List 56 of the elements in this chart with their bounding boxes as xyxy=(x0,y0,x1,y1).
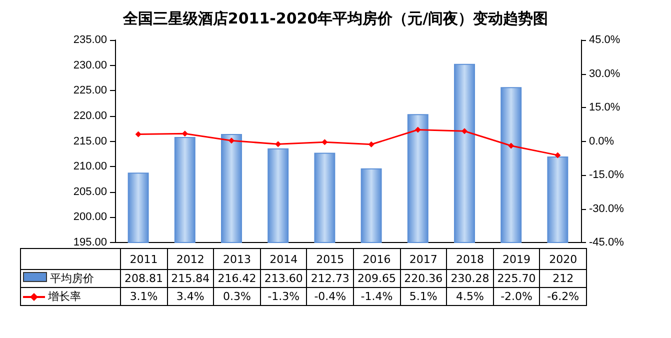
y2-tick-label: -15.0% xyxy=(589,169,624,181)
data-label: 3.1% xyxy=(120,288,168,306)
x-tick-label: 2016 xyxy=(353,248,400,270)
y-tick-label: 205.00 xyxy=(73,186,107,198)
y-tick-label: 235.00 xyxy=(73,34,107,46)
data-label: 225.70 xyxy=(493,270,540,288)
x-tick-label: 2015 xyxy=(306,248,354,270)
legend-label: 增长率 xyxy=(20,288,120,306)
x-tick-label: 2017 xyxy=(400,248,447,270)
data-label: 209.65 xyxy=(353,270,400,288)
data-label: -0.4% xyxy=(306,288,354,306)
point xyxy=(275,141,282,148)
data-label: -2.0% xyxy=(493,288,540,306)
y-tick-label: 200.00 xyxy=(73,211,107,224)
data-label: 4.5% xyxy=(446,288,494,306)
x-tick-label: 2018 xyxy=(446,248,494,270)
y-tick-label: 195.00 xyxy=(73,236,107,248)
point xyxy=(554,152,561,158)
data-label: 0.3% xyxy=(214,288,260,306)
chart-title: 全国三星级酒店2011-2020年平均房价（元/间夜）变动趋势图 xyxy=(122,10,548,28)
data-label: 230.28 xyxy=(446,270,494,288)
data-label: 220.36 xyxy=(400,270,447,288)
y-tick-label: 215.00 xyxy=(73,135,107,148)
data-label: 216.42 xyxy=(214,270,260,288)
x-tick-label: 2012 xyxy=(167,248,214,270)
data-label: -6.2% xyxy=(540,288,586,306)
x-tick-label: 2013 xyxy=(214,248,260,270)
point xyxy=(508,142,514,149)
point xyxy=(135,131,142,138)
y2-tick-label: 30.0% xyxy=(589,68,620,80)
y-tick-label: 230.00 xyxy=(73,59,107,72)
y2-tick-label: 0.0% xyxy=(589,135,614,148)
x-tick-label: 2011 xyxy=(120,248,168,270)
x-tick-label: 2020 xyxy=(540,248,586,270)
data-label: 212 xyxy=(540,270,586,288)
data-label: 213.60 xyxy=(260,270,307,288)
data-label: -1.4% xyxy=(353,288,400,306)
y2-tick-label: 15.0% xyxy=(589,102,620,114)
data-label: 215.84 xyxy=(167,270,214,288)
data-label: -1.3% xyxy=(260,288,307,306)
y-tick-label: 210.00 xyxy=(73,160,107,173)
y2-tick-label: 45.0% xyxy=(589,34,620,46)
point xyxy=(228,138,234,144)
point xyxy=(414,126,421,133)
data-label: 212.73 xyxy=(306,270,354,288)
legend-label: 平均房价 xyxy=(20,270,120,288)
x-tick-label: 2019 xyxy=(493,248,540,270)
y2-tick-label: -30.0% xyxy=(589,202,624,215)
data-label: 208.81 xyxy=(120,270,168,288)
y-tick-label: 220.00 xyxy=(73,110,107,122)
y-tick-label: 225.00 xyxy=(73,84,107,97)
y2-tick-label: -45.0% xyxy=(589,236,624,248)
data-label: 3.4% xyxy=(167,288,214,306)
point xyxy=(462,128,468,134)
x-tick-label: 2014 xyxy=(260,248,307,270)
data-label: 5.1% xyxy=(400,288,447,306)
